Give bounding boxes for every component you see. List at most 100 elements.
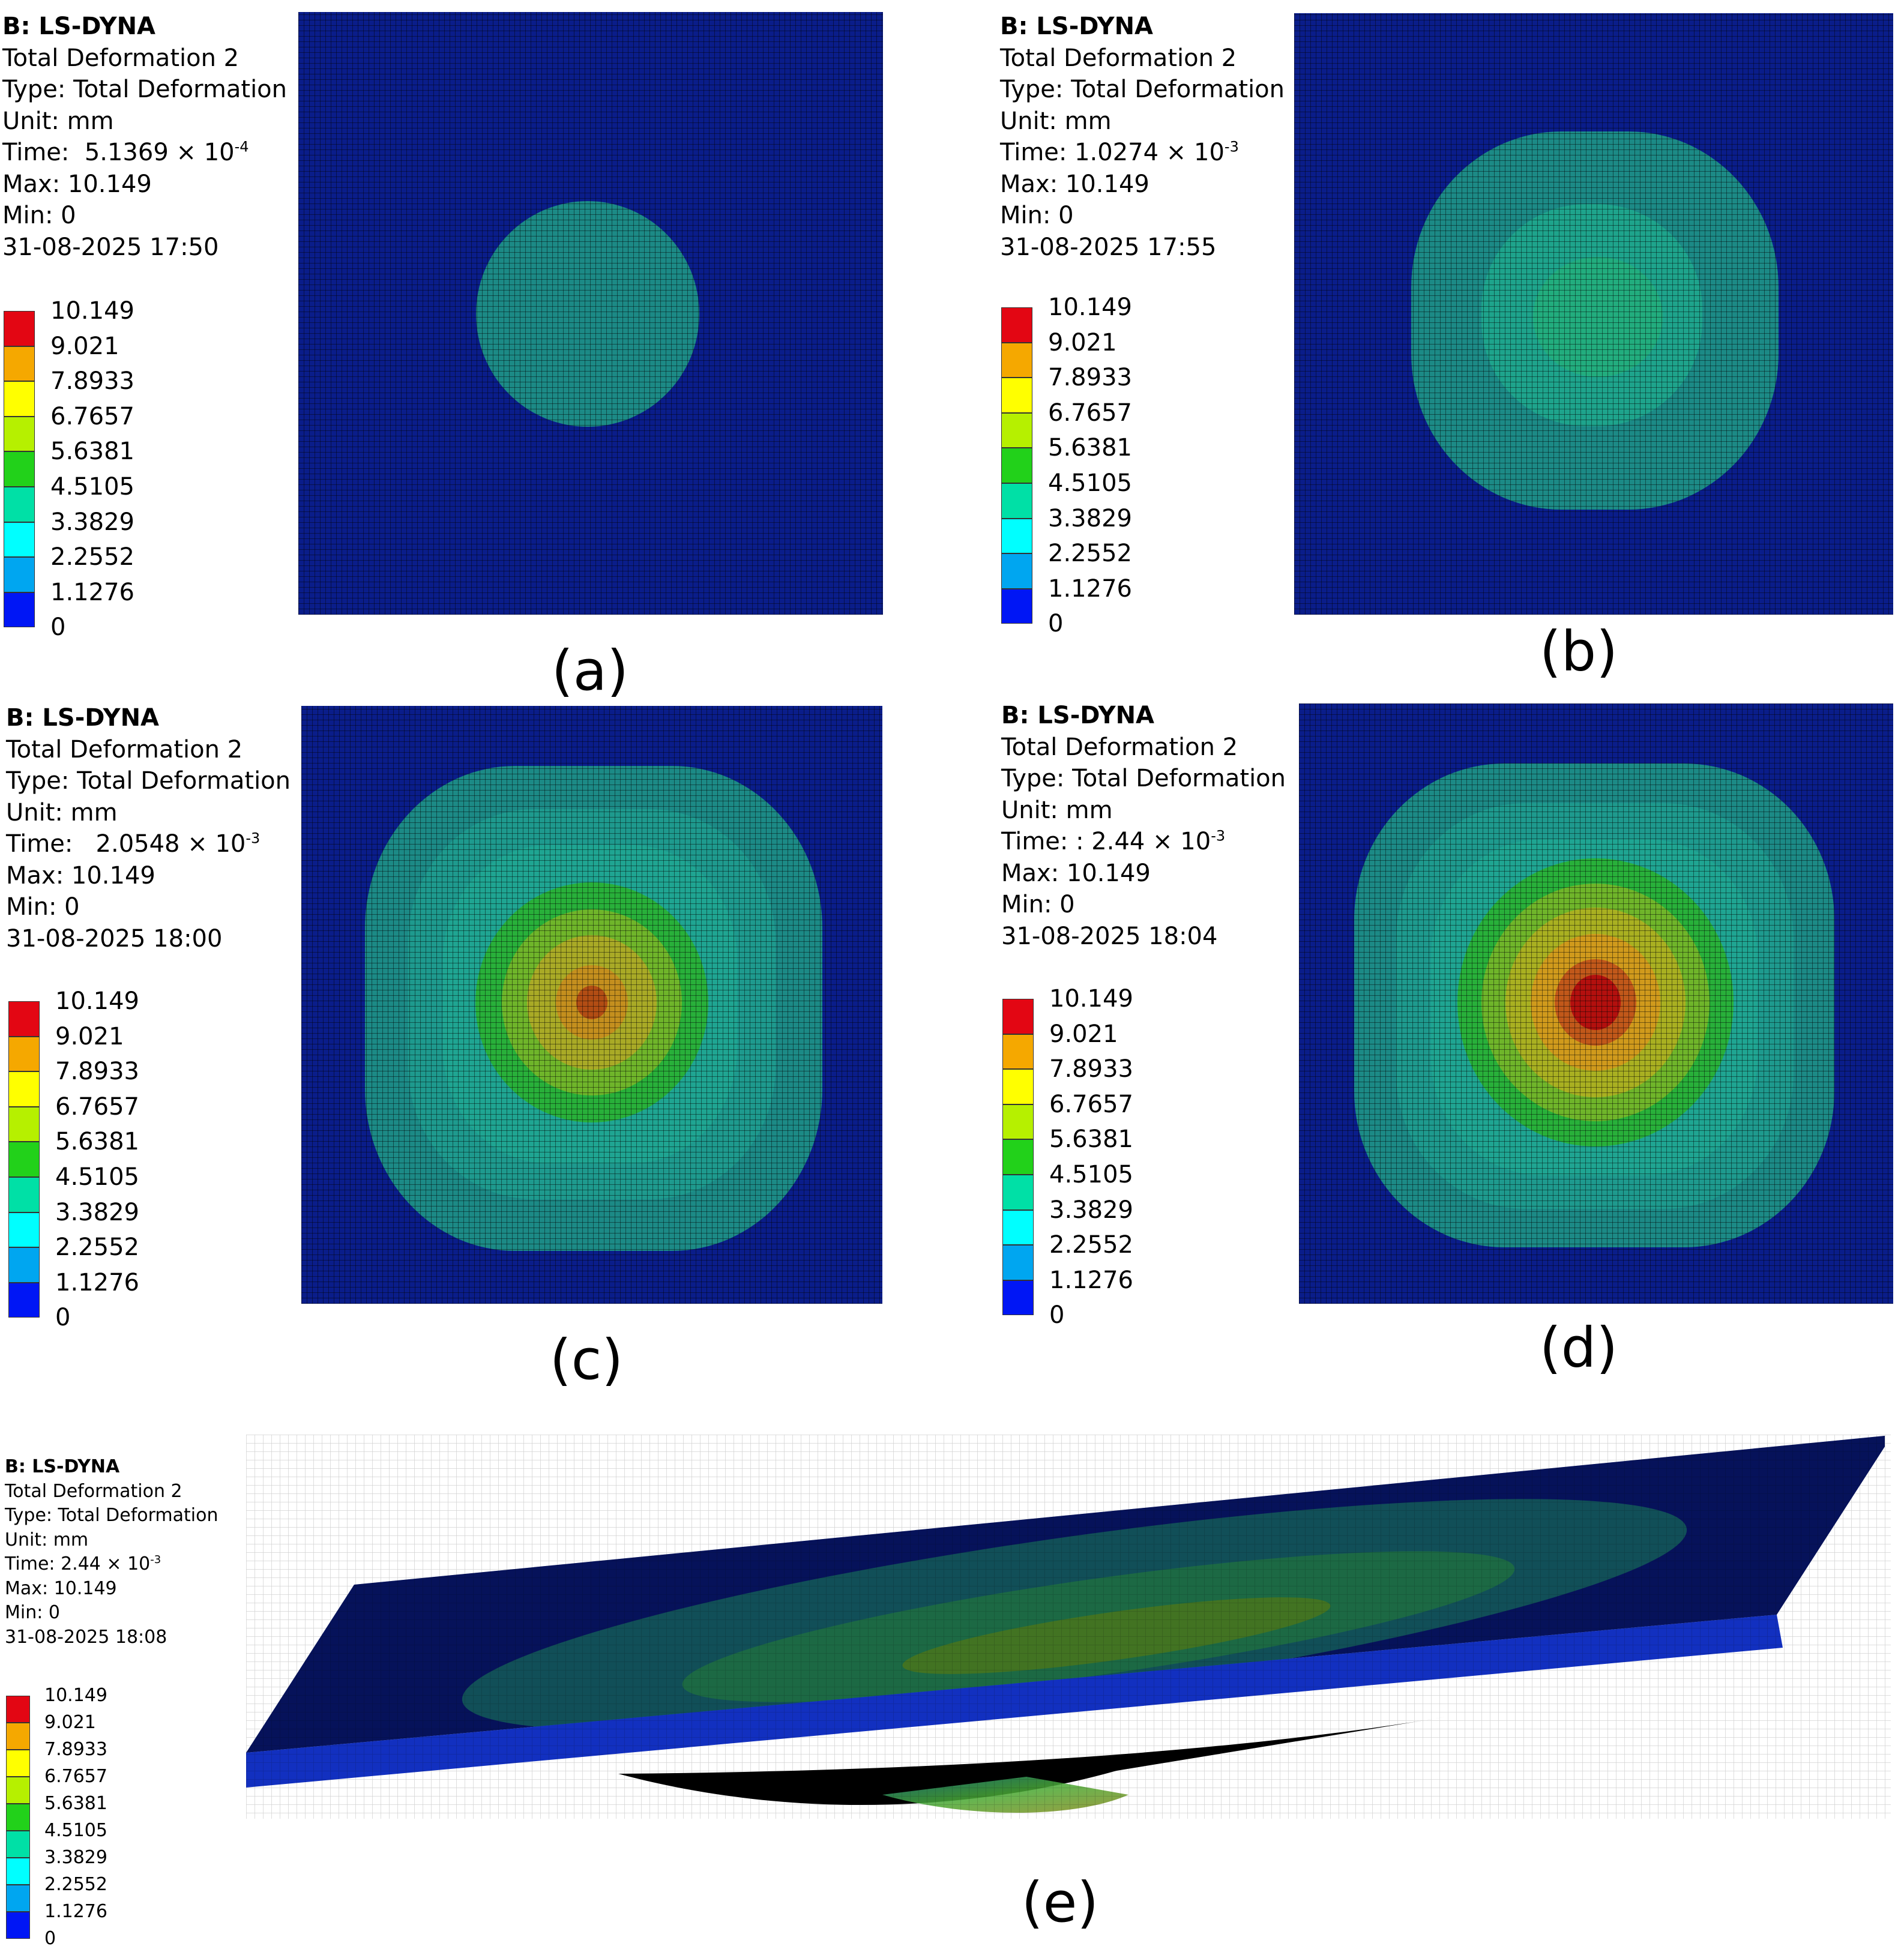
legend-swatch <box>1001 342 1032 378</box>
legend-swatch <box>1001 553 1032 589</box>
contour-plot-c <box>301 706 882 1304</box>
contour-plot-d <box>1299 703 1893 1304</box>
result-min: Min: 0 <box>5 1602 60 1623</box>
time-exponent: -3 <box>1211 827 1226 845</box>
result-date: 31-08-2025 17:50 <box>2 233 219 261</box>
time-label: Time: <box>6 830 73 858</box>
result-name: Total Deformation 2 <box>5 1480 182 1502</box>
result-type: Type: Total Deformation <box>1000 76 1285 103</box>
legend-tick-label: 6.7657 <box>44 1766 107 1787</box>
result-time: Time: 2.44 × 10-3 <box>5 1552 218 1577</box>
legend-swatch <box>8 1071 40 1107</box>
result-unit: Unit: mm <box>2 107 114 135</box>
legend-swatch <box>4 592 35 628</box>
legend-tick-label: 0 <box>55 1304 71 1332</box>
legend-tick-label: 5.6381 <box>50 438 134 466</box>
legend-swatch <box>4 451 35 487</box>
legend-swatch <box>6 1885 30 1912</box>
caption-c: (c) <box>549 1328 624 1392</box>
time-exponent: -3 <box>246 830 261 847</box>
contour-plot-b <box>1294 13 1893 615</box>
legend-swatch <box>4 522 35 558</box>
time-label: Time: <box>1000 139 1067 166</box>
legend-tick-label: 1.1276 <box>44 1901 107 1922</box>
result-min: Min: 0 <box>1000 202 1074 229</box>
legend-swatch <box>6 1858 30 1885</box>
result-date: 31-08-2025 18:08 <box>5 1626 167 1648</box>
result-type: Type: Total Deformation <box>5 1505 218 1526</box>
legend-tick-label: 6.7657 <box>1048 399 1132 427</box>
legend-swatch <box>4 557 35 592</box>
legend-swatch <box>6 1750 30 1777</box>
legend-tick-label: 3.3829 <box>1049 1196 1133 1224</box>
result-unit: Unit: mm <box>1000 107 1112 135</box>
caption-e: (e) <box>1021 1870 1099 1935</box>
legend-tick-label: 10.149 <box>50 297 134 325</box>
legend-tick-label: 3.3829 <box>1048 504 1132 532</box>
legend-tick-label: 3.3829 <box>44 1847 107 1868</box>
result-name: Total Deformation 2 <box>1001 733 1238 761</box>
legend-swatch <box>1001 588 1032 624</box>
legend-swatch <box>4 311 35 346</box>
legend-tick-label: 10.149 <box>1049 985 1133 1013</box>
result-type: Type: Total Deformation <box>2 76 288 103</box>
result-max: Max: 10.149 <box>1001 859 1151 887</box>
legend-swatch <box>6 1723 30 1750</box>
legend-tick-label: 3.3829 <box>50 508 134 536</box>
legend-swatch <box>1002 999 1034 1034</box>
legend-swatch <box>6 1831 30 1858</box>
legend-swatch <box>1001 307 1032 343</box>
legend-tick-label: 4.5105 <box>1049 1161 1133 1188</box>
legend-swatch <box>8 1177 40 1212</box>
legend-swatch <box>1001 518 1032 554</box>
solver-title: B: LS-DYNA <box>1000 13 1153 40</box>
legend-tick-label: 5.6381 <box>1049 1125 1133 1154</box>
legend-tick-label: 10.149 <box>44 1685 107 1706</box>
legend-tick-label: 1.1276 <box>1049 1266 1133 1294</box>
legend-swatch <box>6 1777 30 1804</box>
legend-tick-label: 7.8933 <box>50 367 134 396</box>
result-info-c: B: LS-DYNA Total Deformation 2 Type: Tot… <box>6 702 291 954</box>
legend-tick-label: 1.1276 <box>1048 574 1132 603</box>
legend-tick-label: 2.2552 <box>55 1234 139 1262</box>
legend-swatch <box>1001 412 1032 448</box>
legend-tick-label: 10.149 <box>1048 294 1132 321</box>
legend-tick-label: 5.6381 <box>55 1128 139 1156</box>
result-info-d: B: LS-DYNA Total Deformation 2 Type: Tot… <box>1001 700 1286 952</box>
result-date: 31-08-2025 18:00 <box>6 924 223 953</box>
legend-tick-label: 7.8933 <box>1049 1055 1133 1083</box>
legend-swatch <box>1002 1280 1034 1316</box>
result-unit: Unit: mm <box>6 798 118 827</box>
legend-tick-label: 0 <box>44 1928 56 1949</box>
legend-tick-label: 1.1276 <box>50 578 134 606</box>
legend-tick-label: 9.021 <box>1049 1020 1118 1048</box>
legend-swatch <box>4 487 35 522</box>
legend-tick-label: 0 <box>50 613 66 642</box>
caption-a: (a) <box>551 639 629 703</box>
legend-tick-label: 2.2552 <box>50 543 134 571</box>
legend-tick-label: 6.7657 <box>55 1092 139 1121</box>
legend-tick-label: 10.149 <box>55 987 139 1015</box>
legend-tick-label: 0 <box>1048 610 1064 638</box>
legend-tick-label: 4.5105 <box>1048 469 1132 497</box>
caption-d: (d) <box>1539 1316 1618 1380</box>
legend-tick-label: 9.021 <box>1048 328 1117 357</box>
result-unit: Unit: mm <box>1001 796 1113 824</box>
legend-swatch <box>4 346 35 382</box>
result-info-a: B: LS-DYNA Total Deformation 2 Type: Tot… <box>2 11 287 263</box>
legend-swatch <box>1001 378 1032 413</box>
legend-swatch <box>1002 1245 1034 1280</box>
legend-swatch <box>8 1282 40 1318</box>
time-mantissa: 2.44 × 10 <box>61 1553 151 1574</box>
solver-title: B: LS-DYNA <box>2 13 155 40</box>
result-max: Max: 10.149 <box>6 861 155 890</box>
result-min: Min: 0 <box>2 202 76 229</box>
legend-tick-label: 6.7657 <box>50 402 134 430</box>
result-type: Type: Total Deformation <box>1001 765 1286 792</box>
legend-tick-label: 4.5105 <box>50 473 134 501</box>
time-mantissa: 1.0274 × 10 <box>1074 139 1225 166</box>
caption-b: (b) <box>1539 619 1618 684</box>
legend-swatch <box>4 381 35 417</box>
legend-swatch <box>1001 448 1032 483</box>
time-label: Time: <box>2 139 70 166</box>
